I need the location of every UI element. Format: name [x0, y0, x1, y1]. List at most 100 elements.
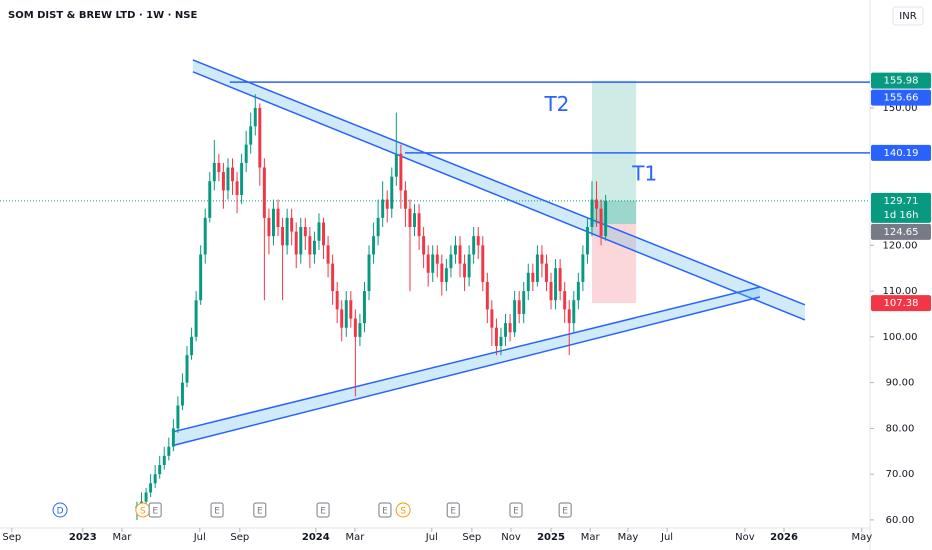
event-marker [253, 502, 267, 518]
currency: INR [899, 11, 916, 22]
event-marker [509, 502, 523, 518]
candle-body [235, 181, 239, 195]
candle-body [217, 162, 221, 173]
candle-body [590, 199, 594, 228]
candle-body [449, 254, 453, 269]
candle-body [294, 231, 298, 255]
x-tick-label: Mar [581, 532, 601, 543]
candle-body [540, 254, 544, 264]
candle-body [344, 300, 348, 328]
candle-body [549, 281, 553, 301]
event-label: E [513, 507, 519, 517]
candle-body [208, 181, 212, 218]
event-label: E [214, 507, 220, 517]
candle-body [194, 300, 198, 337]
candle-body [326, 245, 330, 264]
price-label-box [871, 72, 931, 89]
candle-body [158, 465, 162, 475]
candle-body [290, 217, 294, 232]
candle-body [362, 291, 366, 324]
candle-body [554, 268, 558, 301]
candle-body [444, 268, 448, 282]
candle-body [513, 300, 517, 333]
price-label: 107.38 [884, 298, 919, 309]
event-marker [395, 502, 411, 518]
x-tick-label: 2025 [537, 532, 565, 543]
candle-body [499, 336, 503, 347]
candle-body [167, 446, 171, 456]
candle-body [212, 162, 216, 182]
annotation: T2 [543, 92, 569, 116]
y-tick-label: 90.00 [886, 378, 915, 389]
candle-body [463, 263, 467, 278]
candle-body [176, 405, 180, 429]
y-tick-label: 150.00 [883, 103, 918, 114]
candle-body [281, 227, 285, 246]
candle-body [317, 222, 321, 241]
x-tick-label: Mar [113, 532, 133, 543]
channel-line [192, 59, 806, 306]
candle-body [203, 217, 207, 255]
candle-body [422, 236, 426, 255]
x-tick-label: Nov [735, 532, 755, 543]
candle-body [440, 263, 444, 282]
event-label: S [140, 507, 146, 517]
candle-body [358, 323, 362, 337]
candle-body [476, 236, 480, 246]
event-marker [558, 502, 572, 518]
y-tick-label: 110.00 [883, 286, 918, 297]
channel-fill [171, 286, 760, 446]
candle-body [485, 281, 489, 310]
price-label: 140.19 [884, 148, 919, 159]
event-label: D [57, 507, 64, 517]
x-tick-label: Sep [2, 532, 21, 543]
candle-body [399, 153, 403, 191]
candle-body [271, 208, 275, 237]
event-label: E [152, 507, 158, 517]
candle-body [349, 300, 353, 319]
candle-body [240, 162, 244, 195]
candle-body [390, 176, 394, 209]
candle-body [567, 309, 571, 324]
event-label: S [400, 507, 406, 517]
x-tick-label: 2023 [69, 532, 97, 543]
countdown: 1d 16h [884, 210, 919, 221]
event-marker [210, 502, 224, 518]
price-label-box [871, 89, 931, 106]
candle-body [531, 272, 535, 282]
candle-body [253, 108, 257, 127]
event-marker [316, 502, 330, 518]
price-label: 155.66 [884, 93, 919, 104]
candle-body [585, 227, 589, 255]
event-label: E [320, 507, 326, 517]
candle-body [545, 263, 548, 282]
candle-body [372, 236, 376, 255]
x-tick-label: 2024 [302, 532, 330, 543]
candle-body [576, 281, 580, 301]
y-tick-label: 80.00 [886, 423, 915, 434]
candle-body [453, 245, 457, 255]
candle-body [417, 213, 421, 237]
x-tick-label: Sep [230, 532, 249, 543]
currency-box[interactable] [892, 6, 924, 26]
candle-body [308, 236, 312, 255]
event-label: E [382, 507, 388, 517]
candle-body [231, 167, 234, 182]
candle-body [604, 200, 608, 237]
open-profit-zone [591, 200, 637, 225]
candle-body [394, 153, 398, 177]
x-tick-label: Jul [425, 532, 438, 543]
candle-body [490, 309, 494, 328]
x-tick-label: Jul [193, 532, 206, 543]
candle-body [381, 199, 385, 218]
event-marker [148, 502, 162, 518]
y-tick-label: 70.00 [886, 469, 915, 480]
x-tick-label: Jul [660, 532, 673, 543]
candle-body [258, 108, 262, 168]
candle-body [367, 254, 371, 292]
candle-body [153, 474, 157, 484]
candle-body [572, 300, 576, 324]
candle-body [335, 291, 339, 310]
annotation: T1 [631, 161, 657, 185]
candle-body [162, 455, 166, 466]
